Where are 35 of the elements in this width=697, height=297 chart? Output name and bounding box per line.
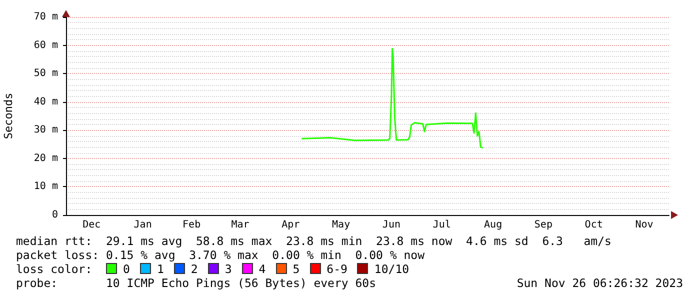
x-tick-label: Mar [231, 220, 250, 230]
y-tick-label: 30 m [34, 124, 58, 136]
y-tick-label: 40 m [34, 96, 58, 108]
text: packet loss: 0.15 % avg 3.70 % max 0.00 % min 0.00 % now [16, 248, 424, 262]
x-tick-label: Jun [382, 220, 400, 230]
legend-label: 0 [123, 262, 130, 276]
x-tick-label: Jul [432, 220, 451, 230]
legend-label: 2 [190, 262, 198, 276]
y-tick-label: 20 m [34, 152, 58, 164]
legend-title: loss color: [16, 262, 94, 276]
y-tick-label: 50 m [34, 68, 58, 80]
line-series [301, 48, 484, 148]
text: Sun Nov 26 06:26:32 2023 [516, 276, 683, 290]
x-tick-label: May [332, 220, 350, 230]
legend-label: 6-9 [326, 262, 348, 276]
text: probe: 10 ICMP Echo Pings (56 Bytes) every 60s [16, 276, 376, 290]
x-tick-label: Jan [134, 220, 152, 230]
y-axis-title: Seconds [2, 92, 15, 140]
x-tick-label: Dec [82, 220, 101, 230]
y-tick-label: 70 m [34, 12, 58, 22]
x-tick-label: Feb [182, 220, 201, 230]
x-tick-label: Nov [635, 220, 654, 230]
legend-label: 10/10 [374, 262, 410, 276]
x-tick-label: Apr [282, 220, 300, 230]
text: median rtt: 29.1 ms avg 58.8 ms max 23.8 ms min 23.8 ms now 4.6 ms sd 6.3 am/s [16, 234, 612, 248]
legend-label: 4 [258, 262, 266, 276]
y-tick-label: 0 [52, 210, 58, 220]
legend-label: 3 [224, 262, 232, 276]
y-tick-label: 60 m [34, 40, 58, 51]
legend-label: 5 [292, 262, 300, 276]
x-tick-label: Sep [534, 220, 552, 230]
x-tick-label: Oct [584, 220, 603, 230]
y-tick-label: 10 m [34, 181, 58, 192]
legend-label: 1 [156, 262, 164, 276]
x-tick-label: Aug [484, 220, 502, 230]
